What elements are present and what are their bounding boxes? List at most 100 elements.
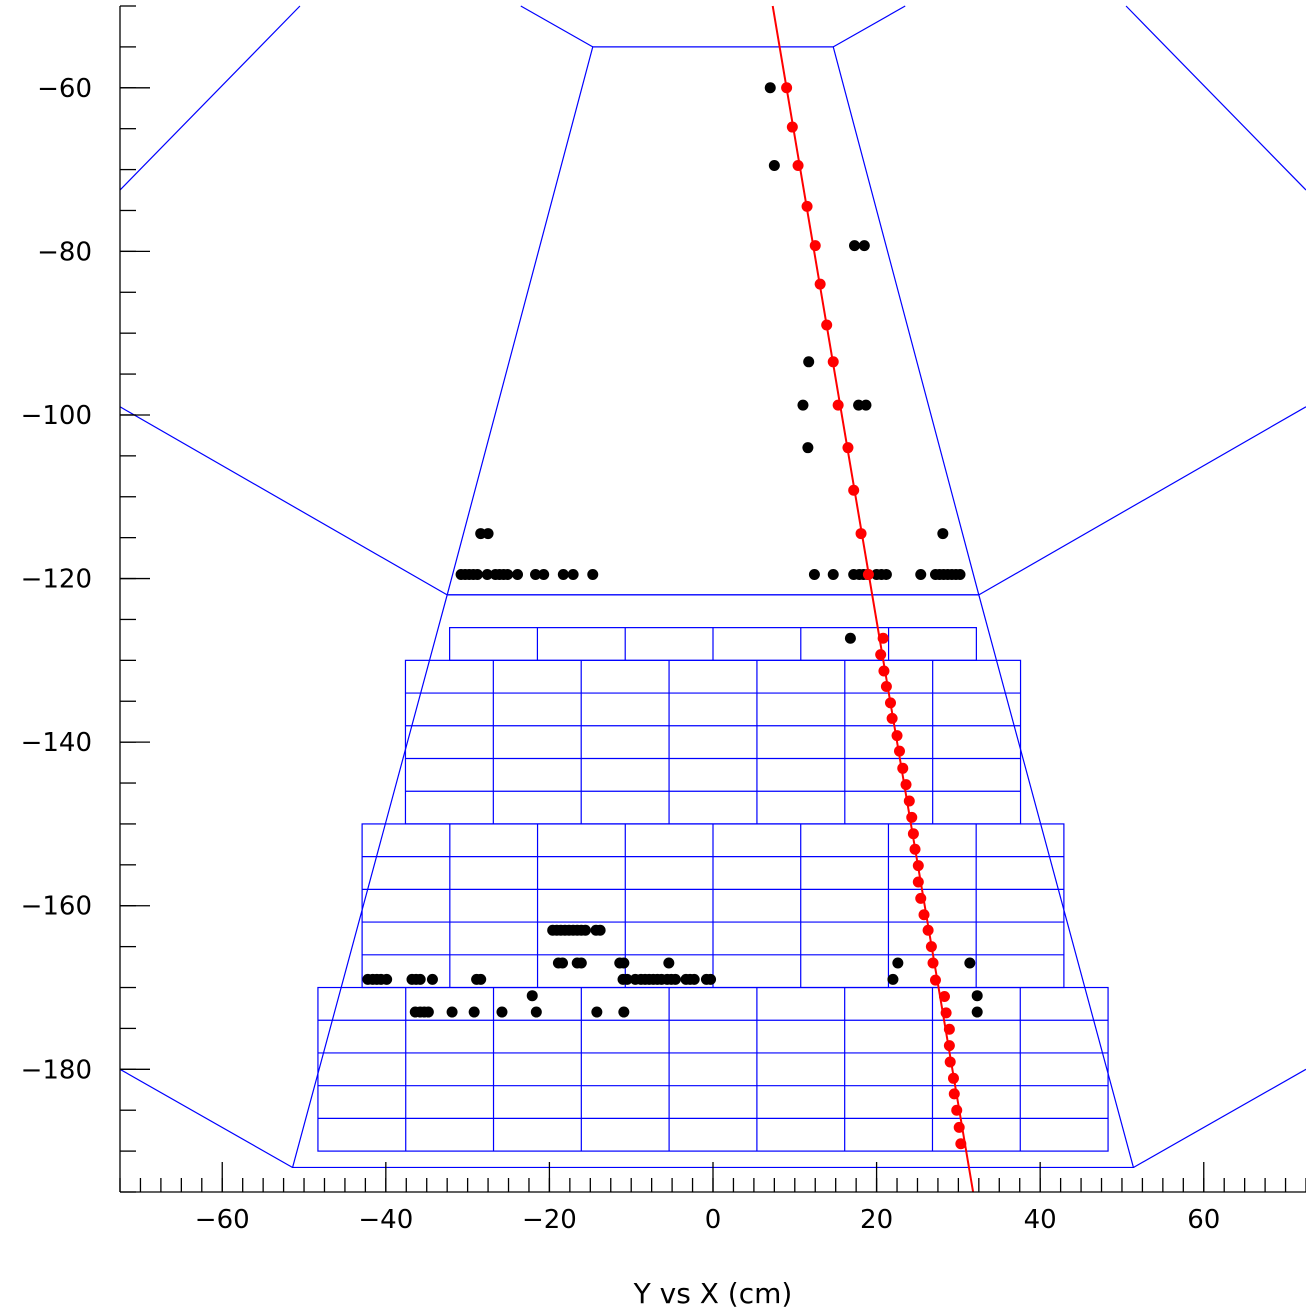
track-point (884, 697, 896, 709)
track-point (891, 730, 903, 742)
hit-point (481, 568, 493, 580)
hit-point (512, 568, 524, 580)
hit-point (618, 1006, 630, 1018)
x-tick-label: 60 (1187, 1205, 1220, 1235)
track-point (893, 745, 905, 757)
detector-wedge-line (1133, 1068, 1306, 1168)
hit-point (964, 957, 976, 969)
hit-point (471, 568, 483, 580)
hit-point (892, 957, 904, 969)
hit-point (797, 399, 809, 411)
hit-point (880, 568, 892, 580)
hit-point (526, 990, 538, 1002)
hit-point (587, 568, 599, 580)
track-point (912, 876, 924, 888)
track-point (792, 159, 804, 171)
hit-point (915, 568, 927, 580)
hit-point (768, 159, 780, 171)
detector-wedge-line (832, 5, 906, 48)
track-point (801, 200, 813, 212)
track-point (915, 892, 927, 904)
track-point (922, 924, 934, 936)
hit-point (937, 528, 949, 540)
hit-point (663, 957, 675, 969)
track-point (862, 568, 874, 580)
track-point (918, 909, 930, 921)
track-layer (771, 5, 975, 1193)
track-point (877, 632, 889, 644)
track-point (927, 957, 939, 969)
track-point (886, 712, 898, 724)
hit-point (802, 442, 814, 454)
detector-wedge-line (1125, 5, 1306, 191)
hit-point (502, 568, 514, 580)
hit-point (530, 1006, 542, 1018)
hit-point (426, 973, 438, 985)
track-point (781, 82, 793, 94)
hit-point (591, 1006, 603, 1018)
track-point (897, 762, 909, 774)
y-tick-label: −160 (21, 892, 92, 922)
track-point (955, 1138, 967, 1150)
track-point (943, 1023, 955, 1035)
hit-point (594, 924, 606, 936)
track-point (925, 941, 937, 953)
x-tick-label: −60 (195, 1205, 250, 1235)
hit-point (688, 973, 700, 985)
hit-point (971, 990, 983, 1002)
calorimeter-block (317, 986, 1109, 1152)
x-tick-label: −20 (522, 1205, 577, 1235)
track-point (848, 484, 860, 496)
track-point (951, 1104, 963, 1116)
hit-point (538, 568, 550, 580)
detector-wedge-line (119, 5, 301, 191)
track-point (809, 240, 821, 252)
track-point (827, 356, 839, 368)
hit-point (381, 973, 393, 985)
track-point (947, 1072, 959, 1084)
y-tick-label: −80 (37, 237, 92, 267)
detector-wedge-line (119, 1068, 293, 1168)
x-tick-label: −40 (358, 1205, 413, 1235)
x-tick-label: 40 (1024, 1205, 1057, 1235)
hit-point (808, 568, 820, 580)
hit-point (849, 240, 861, 252)
track-point (903, 795, 915, 807)
y-tick-label: −100 (21, 401, 92, 431)
hit-point (414, 973, 426, 985)
x-axis-title: Y vs X (cm) (633, 1277, 793, 1310)
track-point (878, 665, 890, 677)
hit-point (618, 957, 630, 969)
hit-point (475, 973, 487, 985)
axes-layer: −60 −40 −20 0 20 40 60 −60 −80 −100 −120 −140 −160 −1… (21, 5, 1306, 1235)
track-point (855, 528, 867, 540)
track-point (948, 1088, 960, 1100)
y-tick-label: −140 (21, 728, 92, 758)
track-point (953, 1121, 965, 1133)
hit-point (887, 973, 899, 985)
hit-point (971, 1006, 983, 1018)
track-point (814, 278, 826, 290)
track-point (832, 399, 844, 411)
track-point (938, 991, 950, 1003)
track-point (906, 811, 918, 823)
hit-point (803, 356, 815, 368)
detector-layer (119, 5, 1306, 1169)
hit-point (764, 82, 776, 94)
track-point (912, 860, 924, 872)
track-point (940, 1007, 952, 1019)
y-tick-label: −120 (21, 565, 92, 595)
hit-point (827, 568, 839, 580)
track-point (944, 1056, 956, 1068)
y-tick-label: −60 (37, 74, 92, 104)
hit-point (557, 957, 569, 969)
hit-point (858, 240, 870, 252)
track-point (907, 828, 919, 840)
hit-point (705, 973, 717, 985)
hit-point (496, 1006, 508, 1018)
hit-point (482, 528, 494, 540)
hits-layer (362, 82, 983, 1018)
inner-trapezoid (446, 46, 980, 596)
hit-point (530, 568, 542, 580)
